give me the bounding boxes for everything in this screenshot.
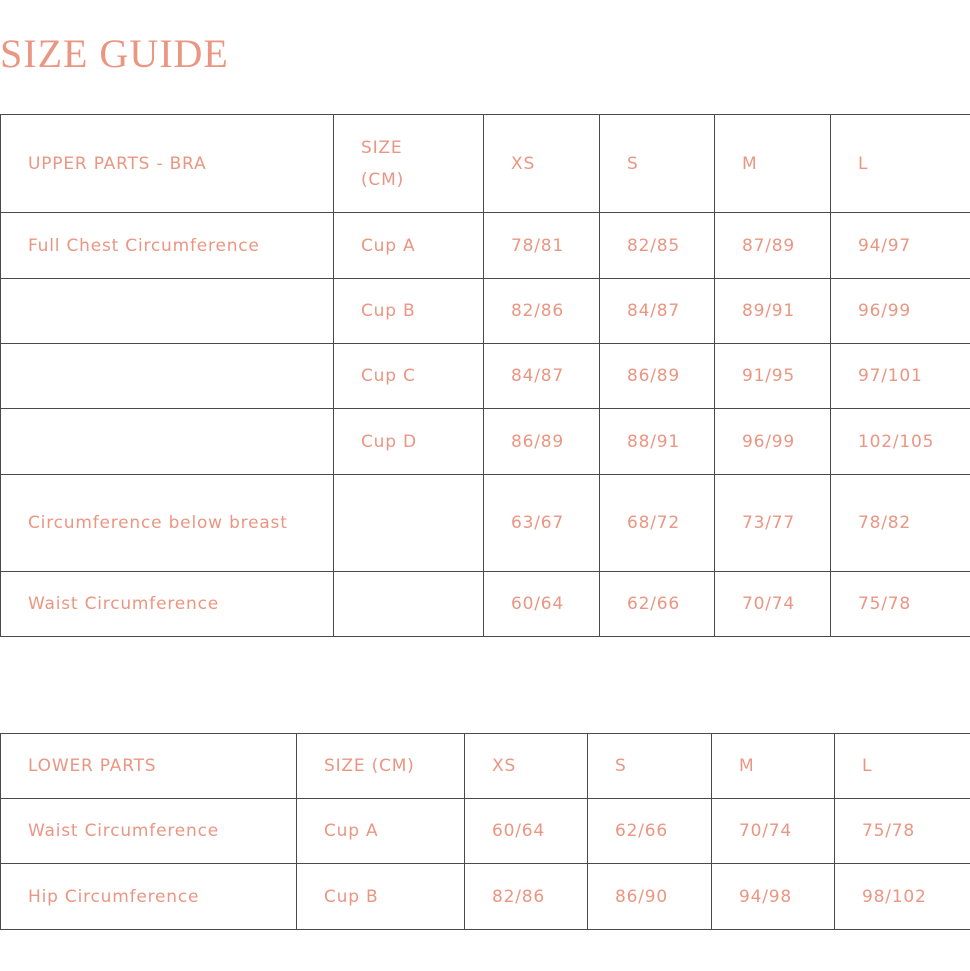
table-row: Cup B 82/86 84/87 89/91 96/99 [0, 278, 970, 344]
table-cell: 73/77 [714, 474, 831, 572]
table-cell: Circumference below breast [0, 474, 334, 572]
table-cell: 97/101 [830, 343, 970, 409]
table-cell: 78/82 [830, 474, 970, 572]
table-cell: 94/98 [711, 863, 835, 930]
table-cell: 88/91 [599, 408, 715, 475]
table-cell: 84/87 [483, 343, 600, 409]
column-header: XS [483, 114, 600, 213]
table-cell: 84/87 [599, 278, 715, 344]
table-cell [333, 571, 484, 637]
table-cell: 62/66 [599, 571, 715, 637]
column-header: SIZE (CM) [333, 114, 484, 213]
table-cell: 96/99 [830, 278, 970, 344]
lower-parts-size-table: LOWER PARTS SIZE (CM) XS S M L Waist Circumfer… [0, 733, 970, 930]
table-cell: 102/105 [830, 408, 970, 475]
column-header: UPPER PARTS - BRA [0, 114, 334, 213]
table-cell: 94/97 [830, 212, 970, 279]
table-cell: 82/86 [464, 863, 588, 930]
table-row: Hip Circumference Cup B 82/86 86/90 94/98 98/… [0, 863, 970, 930]
table-cell: Cup A [333, 212, 484, 279]
page-title: SIZE GUIDE [0, 31, 229, 76]
table-row: Cup C 84/87 86/89 91/95 97/101 [0, 343, 970, 409]
table-cell: 86/89 [483, 408, 600, 475]
table-cell: Cup D [333, 408, 484, 475]
table-cell: 82/85 [599, 212, 715, 279]
table-cell: 86/89 [599, 343, 715, 409]
column-header: SIZE (CM) [296, 733, 465, 799]
table-cell: 62/66 [587, 798, 712, 864]
table-cell: 63/67 [483, 474, 600, 572]
table-cell: Waist Circumference [0, 571, 334, 637]
header-row: UPPER PARTS - BRA SIZE (CM) XS S M L [0, 114, 970, 213]
table-cell: Cup C [333, 343, 484, 409]
table-row: Full Chest Circumference Cup A 78/81 82/85 8… [0, 212, 970, 279]
table-row: Cup D 86/89 88/91 96/99 102/105 [0, 408, 970, 475]
column-header: M [711, 733, 835, 799]
table-cell: 68/72 [599, 474, 715, 572]
column-header: LOWER PARTS [0, 733, 297, 799]
table-cell [0, 278, 334, 344]
table-cell: 87/89 [714, 212, 831, 279]
upper-parts-size-table: UPPER PARTS - BRA SIZE (CM) XS S M L Full Ches… [0, 114, 970, 637]
column-header: S [599, 114, 715, 213]
table-cell: 78/81 [483, 212, 600, 279]
table-cell: 60/64 [483, 571, 600, 637]
table-cell [0, 408, 334, 475]
table-cell: 96/99 [714, 408, 831, 475]
table-cell: Hip Circumference [0, 863, 297, 930]
table-cell: Waist Circumference [0, 798, 297, 864]
table-cell: 98/102 [834, 863, 970, 930]
table-cell: Full Chest Circumference [0, 212, 334, 279]
table-cell: Cup B [296, 863, 465, 930]
table-cell: 89/91 [714, 278, 831, 344]
column-header: L [834, 733, 970, 799]
table-cell: 75/78 [830, 571, 970, 637]
table-row: Circumference below breast 63/67 68/72 73/7… [0, 474, 970, 572]
column-header: XS [464, 733, 588, 799]
table-cell: 70/74 [714, 571, 831, 637]
table-row: Waist Circumference 60/64 62/66 70/74 75/78 [0, 571, 970, 637]
table-row: Waist Circumference Cup A 60/64 62/66 70/74 7… [0, 798, 970, 864]
table-cell: 91/95 [714, 343, 831, 409]
table-cell: Cup B [333, 278, 484, 344]
table-cell: 70/74 [711, 798, 835, 864]
column-header: S [587, 733, 712, 799]
header-row: LOWER PARTS SIZE (CM) XS S M L [0, 733, 970, 799]
table-cell: Cup A [296, 798, 465, 864]
table-cell: 60/64 [464, 798, 588, 864]
table-cell: 82/86 [483, 278, 600, 344]
table-cell: 86/90 [587, 863, 712, 930]
column-header: M [714, 114, 831, 213]
table-cell [333, 474, 484, 572]
table-cell [0, 343, 334, 409]
table-cell: 75/78 [834, 798, 970, 864]
column-header: L [830, 114, 970, 213]
